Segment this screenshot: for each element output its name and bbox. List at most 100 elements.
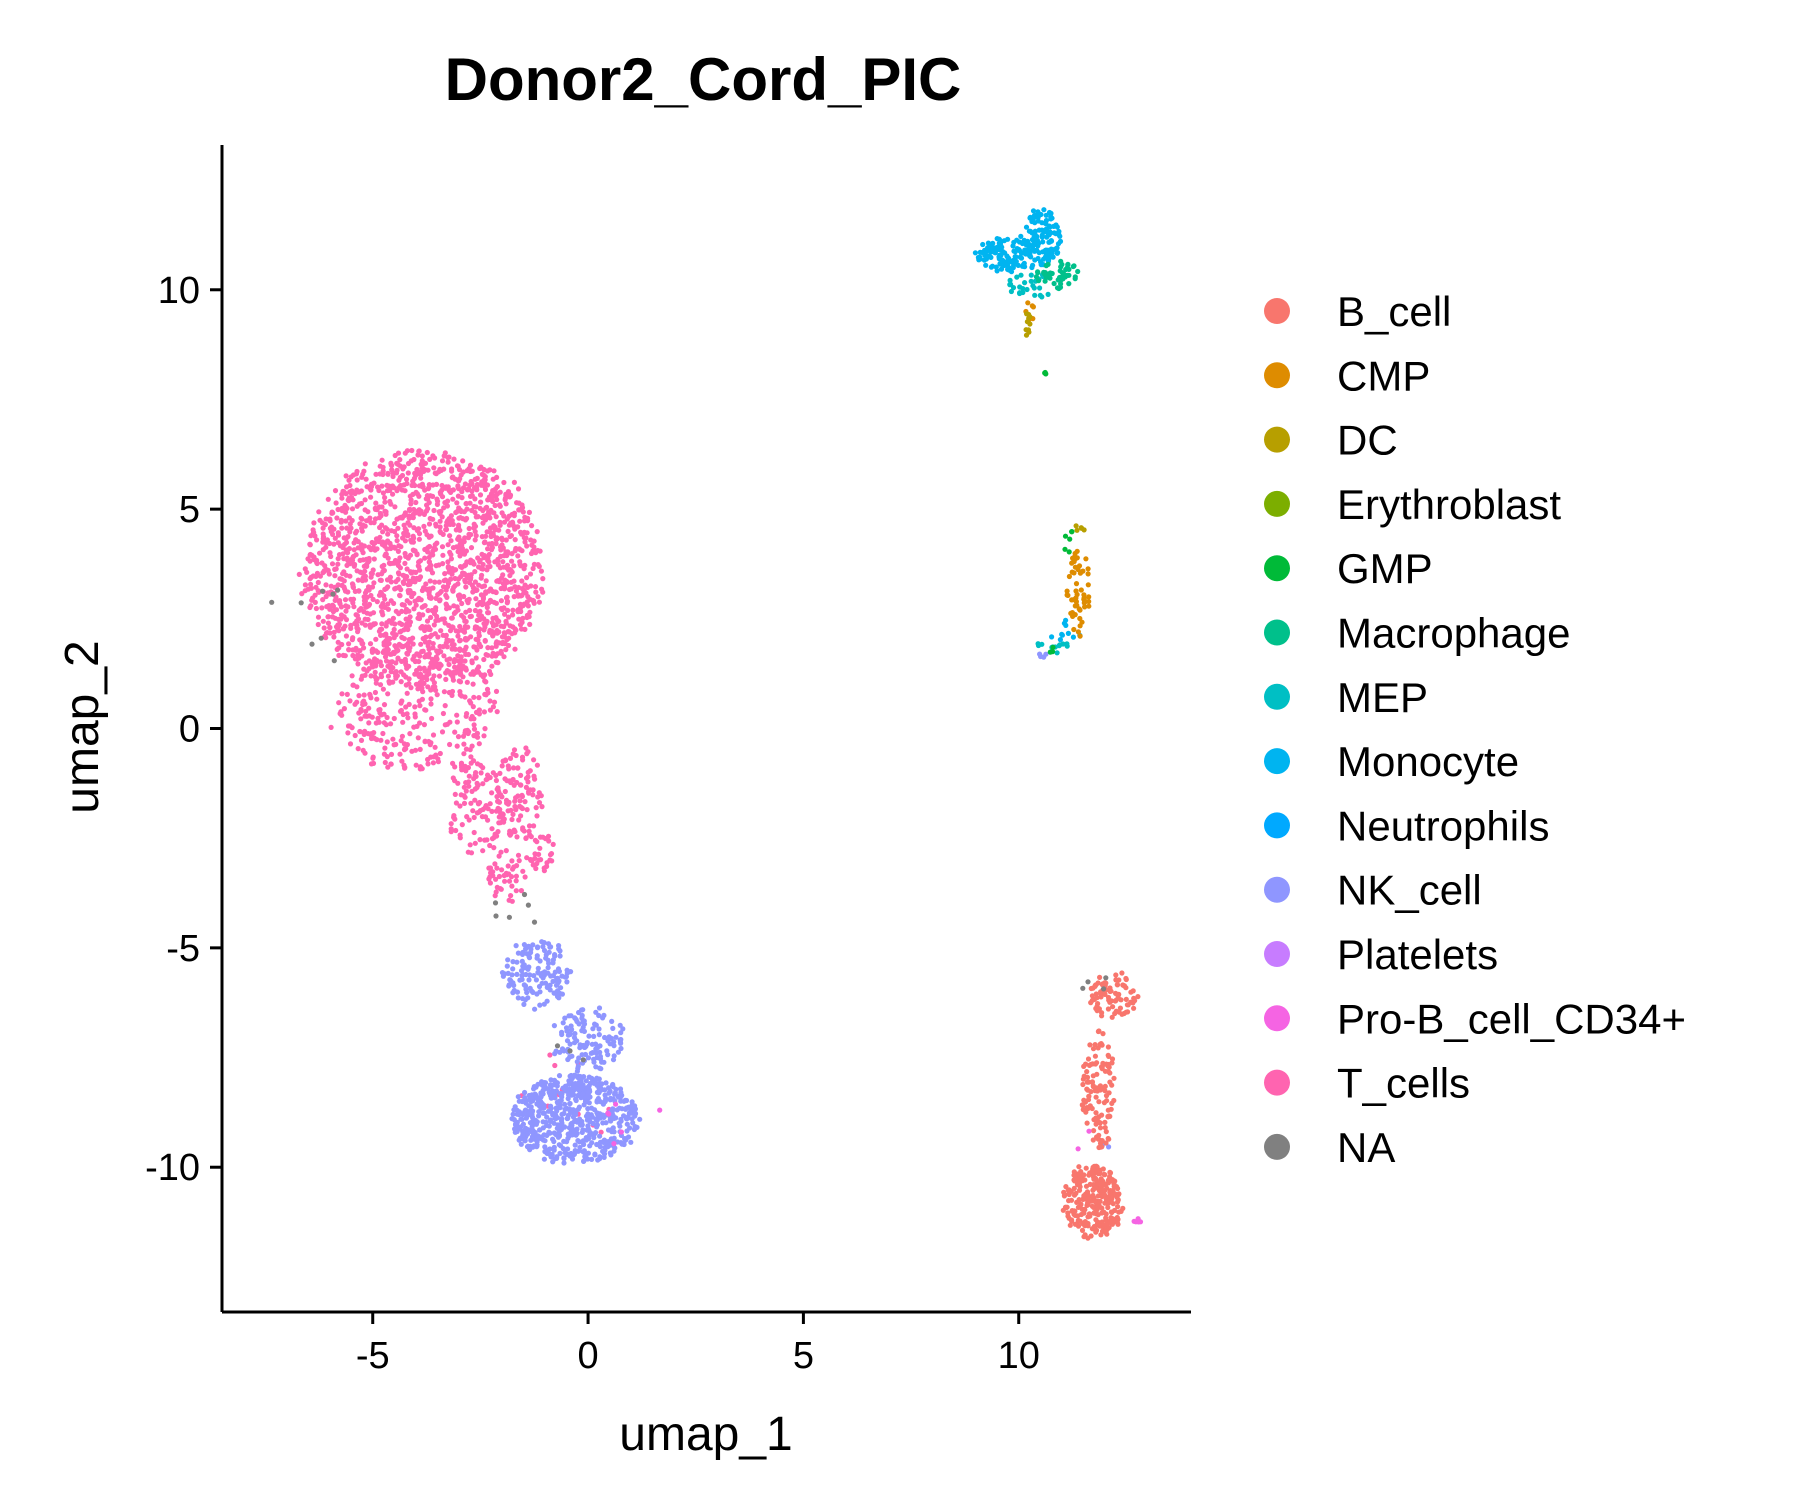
data-point — [483, 505, 489, 511]
data-point — [512, 1104, 518, 1110]
data-point — [403, 624, 409, 630]
data-point — [490, 704, 496, 710]
data-point — [383, 511, 389, 517]
data-point — [502, 611, 508, 617]
data-point — [994, 268, 1000, 274]
data-point — [357, 557, 363, 564]
data-point — [296, 571, 302, 578]
data-point — [1116, 1209, 1122, 1215]
data-point — [1037, 285, 1043, 291]
data-point — [525, 603, 531, 609]
data-point — [454, 712, 460, 718]
data-point — [336, 552, 343, 558]
data-point — [428, 551, 434, 558]
data-point — [1047, 275, 1053, 281]
data-point — [399, 658, 405, 665]
data-point — [347, 482, 353, 489]
data-point — [508, 567, 514, 574]
data-point — [556, 968, 563, 975]
data-point — [534, 839, 540, 845]
data-point — [491, 523, 497, 529]
data-point — [377, 463, 383, 469]
data-point — [1092, 1061, 1099, 1067]
data-point — [463, 788, 469, 794]
data-point — [480, 674, 486, 680]
data-point — [1086, 1211, 1092, 1217]
data-point — [526, 614, 532, 620]
data-point — [489, 808, 495, 815]
data-point — [445, 498, 451, 504]
legend-swatch — [1264, 1133, 1290, 1160]
data-point — [1105, 1198, 1111, 1205]
data-point — [346, 647, 352, 653]
data-point — [547, 1082, 554, 1088]
data-point — [997, 237, 1003, 243]
data-point — [1091, 1210, 1097, 1216]
data-point — [359, 546, 365, 552]
data-point — [1050, 644, 1056, 650]
data-point — [544, 998, 550, 1004]
data-point — [583, 1137, 590, 1143]
data-point — [329, 510, 335, 516]
data-point — [375, 484, 381, 490]
data-point — [562, 1085, 568, 1091]
data-point — [1119, 970, 1125, 976]
data-point — [523, 946, 529, 952]
data-point — [342, 597, 349, 603]
data-point — [330, 591, 336, 597]
data-point — [520, 615, 526, 621]
data-point — [474, 810, 480, 816]
data-point — [443, 523, 449, 529]
data-point — [1088, 985, 1094, 992]
data-point — [445, 459, 451, 465]
data-point — [1032, 235, 1038, 241]
data-point — [624, 1105, 630, 1111]
data-point — [521, 962, 527, 968]
data-point — [1006, 267, 1012, 273]
series-macrophage — [1033, 258, 1081, 292]
data-point — [572, 1031, 578, 1037]
data-point — [592, 1152, 598, 1158]
data-point — [569, 1126, 575, 1132]
data-point — [490, 770, 496, 776]
data-point — [473, 636, 479, 642]
data-point — [1084, 1086, 1090, 1092]
data-point — [517, 622, 524, 628]
data-point — [373, 500, 379, 506]
data-point — [342, 653, 348, 659]
data-point — [534, 1101, 540, 1107]
data-point — [1038, 262, 1044, 268]
data-point — [380, 468, 386, 474]
data-point — [359, 620, 365, 626]
data-point — [1000, 248, 1006, 255]
data-point — [405, 531, 411, 538]
data-point — [378, 737, 384, 743]
data-point — [611, 1135, 617, 1141]
data-point — [491, 845, 497, 851]
data-point — [512, 1126, 518, 1132]
data-point — [517, 559, 523, 565]
data-point — [1115, 992, 1122, 998]
data-point — [573, 1149, 579, 1155]
legend-item: DC — [1264, 417, 1398, 464]
data-point — [521, 982, 527, 988]
data-point — [494, 617, 500, 623]
data-point — [363, 708, 369, 714]
legend-label: Erythroblast — [1337, 481, 1561, 528]
data-point — [435, 634, 441, 640]
data-point — [533, 589, 539, 595]
data-point — [622, 1097, 628, 1103]
data-point — [1096, 1144, 1102, 1151]
data-point — [403, 609, 409, 615]
data-point — [449, 475, 455, 481]
data-point — [391, 715, 397, 722]
data-point — [481, 733, 487, 739]
legend-label: Macrophage — [1337, 610, 1570, 657]
data-point — [437, 750, 443, 757]
data-point — [1073, 1190, 1079, 1196]
data-point — [494, 630, 500, 636]
data-point — [524, 1131, 531, 1137]
data-point — [443, 633, 449, 639]
data-point — [410, 481, 416, 487]
data-point — [1109, 1100, 1115, 1106]
